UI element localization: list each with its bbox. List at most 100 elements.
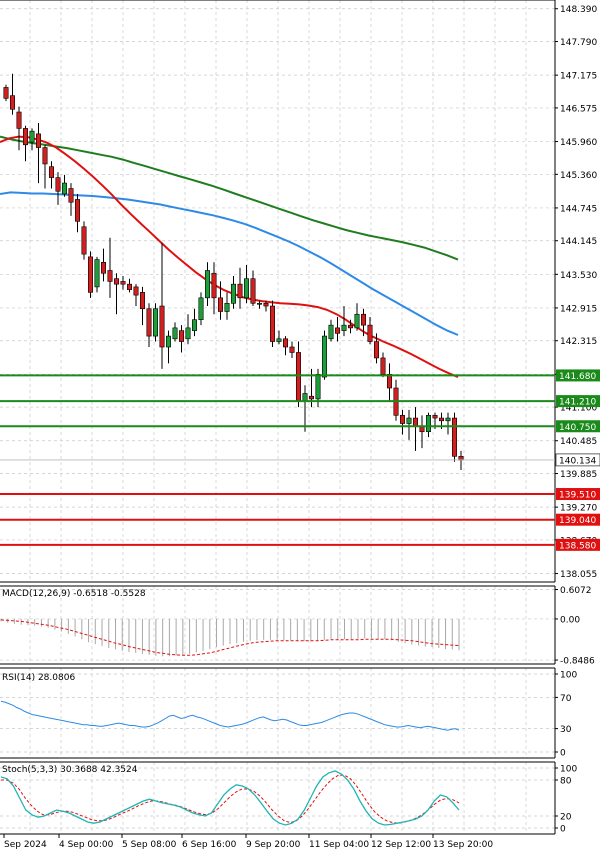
ma-red-line xyxy=(0,135,459,379)
price-axis-tick-label: 140.485 xyxy=(560,437,597,447)
candle-body xyxy=(153,308,159,337)
time-axis: Sep 2024 4 Sep 00:00 5 Sep 08:00 6 Sep 16:0… xyxy=(3,834,493,850)
candle-body xyxy=(35,133,41,148)
candle-body xyxy=(114,278,120,285)
price-axis-tick-label: 147.175 xyxy=(560,72,597,82)
x-axis-label: 6 Sep 16:00 xyxy=(182,840,237,850)
candle-body xyxy=(432,415,438,419)
price-axis-tick-label: 144.745 xyxy=(560,204,597,214)
candle-body xyxy=(81,226,87,255)
level-label: 139.040 xyxy=(559,516,596,526)
x-axis-label: 11 Sep 04:00 xyxy=(309,840,369,850)
stoch-axis-tick-label: 80 xyxy=(560,777,572,787)
candle-body xyxy=(237,283,243,299)
candle-body xyxy=(276,338,282,342)
candle-body xyxy=(29,130,35,143)
stoch-main-line xyxy=(0,770,460,826)
stoch-axis-tick-label: 100 xyxy=(560,765,577,775)
candle-body xyxy=(22,128,28,146)
candle-body xyxy=(406,417,412,424)
candle-body xyxy=(10,95,16,110)
candle-body xyxy=(172,327,178,340)
candle-body xyxy=(334,327,340,334)
ma-blue-line xyxy=(0,191,459,336)
level-tag xyxy=(556,420,600,433)
candle-body xyxy=(373,341,379,359)
macd-axis-tick-label: 0.00 xyxy=(560,615,580,625)
candle-body xyxy=(88,256,94,293)
price-axis-tick-label: 145.960 xyxy=(560,138,597,148)
candle-body xyxy=(55,177,61,192)
stoch-axis-tick-label: 20 xyxy=(560,813,572,823)
x-axis-label: 4 Sep 00:00 xyxy=(59,840,114,850)
candle-body xyxy=(120,281,126,285)
candle-body xyxy=(185,327,191,340)
rsi-panel: 100 70 30 0 xyxy=(0,667,577,759)
candle-body xyxy=(347,324,353,329)
price-axis-tick-label: 145.360 xyxy=(560,171,597,181)
candle-body xyxy=(127,283,133,290)
level-label: 141.210 xyxy=(559,398,596,408)
price-axis-tick-label: 146.575 xyxy=(560,104,597,114)
x-axis-label: 12 Sep 12:00 xyxy=(371,840,431,850)
level-tag xyxy=(556,513,600,526)
rsi-line xyxy=(0,700,460,731)
candle-body xyxy=(399,415,405,424)
current-price-label: 140.134 xyxy=(559,456,596,466)
candle-body xyxy=(256,302,262,305)
candle-body xyxy=(341,324,347,331)
candle-body xyxy=(42,147,48,165)
ma-green-line xyxy=(0,135,459,261)
candle-body xyxy=(412,417,418,427)
candle-body xyxy=(68,188,74,203)
candle-body xyxy=(360,313,366,326)
candle-body xyxy=(380,357,386,375)
candle-body xyxy=(198,297,204,320)
level-tag xyxy=(556,395,600,408)
rsi-axis-tick-label: 0 xyxy=(560,749,566,759)
price-axis-tick-label: 142.315 xyxy=(560,337,597,347)
macd-axis-tick-label: 0.6072 xyxy=(560,586,592,596)
candle-body xyxy=(205,270,211,299)
candle-body xyxy=(295,352,301,402)
level-label: 141.680 xyxy=(559,372,596,382)
stoch-axis-tick-label: 0 xyxy=(560,825,566,835)
stoch-signal-line xyxy=(1,774,460,824)
level-tag xyxy=(556,538,600,551)
candle-body xyxy=(451,417,457,457)
candle-body xyxy=(269,305,275,342)
candle-body xyxy=(107,270,113,282)
price-axis-tick-label: 141.100 xyxy=(560,404,597,414)
x-axis-label: Sep 2024 xyxy=(4,840,47,850)
candle-body xyxy=(263,302,269,307)
macd-signal-line xyxy=(0,619,460,656)
candle-body xyxy=(140,292,146,310)
candle-body xyxy=(159,305,165,348)
price-axis-tick-label: 143.530 xyxy=(560,271,597,281)
level-label: 138.580 xyxy=(559,541,596,551)
candle-body xyxy=(3,87,9,99)
candle-body xyxy=(218,297,224,312)
price-panel: 148.390 147.790 147.175 146.575 145.960 145.3… xyxy=(0,0,600,583)
candle-body xyxy=(438,417,444,422)
stoch-label: Stoch(5,3,3) 30.3688 42.3524 xyxy=(2,765,138,775)
price-axis-tick-label: 138.055 xyxy=(560,570,597,580)
candle-body xyxy=(282,338,288,348)
macd-axis-tick-label: -0.8486 xyxy=(560,657,595,667)
candle-body xyxy=(166,335,172,348)
candle-body xyxy=(211,272,217,299)
level-tag xyxy=(556,488,600,501)
candle-body xyxy=(244,278,250,299)
price-axis-tick-label: 142.915 xyxy=(560,304,597,314)
price-axis-tick-label: 144.145 xyxy=(560,237,597,247)
candle-body xyxy=(321,335,327,378)
rsi-label: RSI(14) 28.0806 xyxy=(2,673,75,683)
rsi-axis-tick-label: 30 xyxy=(560,725,572,735)
macd-panel: 0.6072 0.00 -0.8486 xyxy=(0,585,595,667)
price-axis-tick-label: 139.885 xyxy=(560,470,597,480)
candle-body xyxy=(250,278,256,304)
current-price-tag xyxy=(555,453,600,467)
candle-body xyxy=(61,182,67,195)
x-axis-label: 5 Sep 08:00 xyxy=(122,840,177,850)
